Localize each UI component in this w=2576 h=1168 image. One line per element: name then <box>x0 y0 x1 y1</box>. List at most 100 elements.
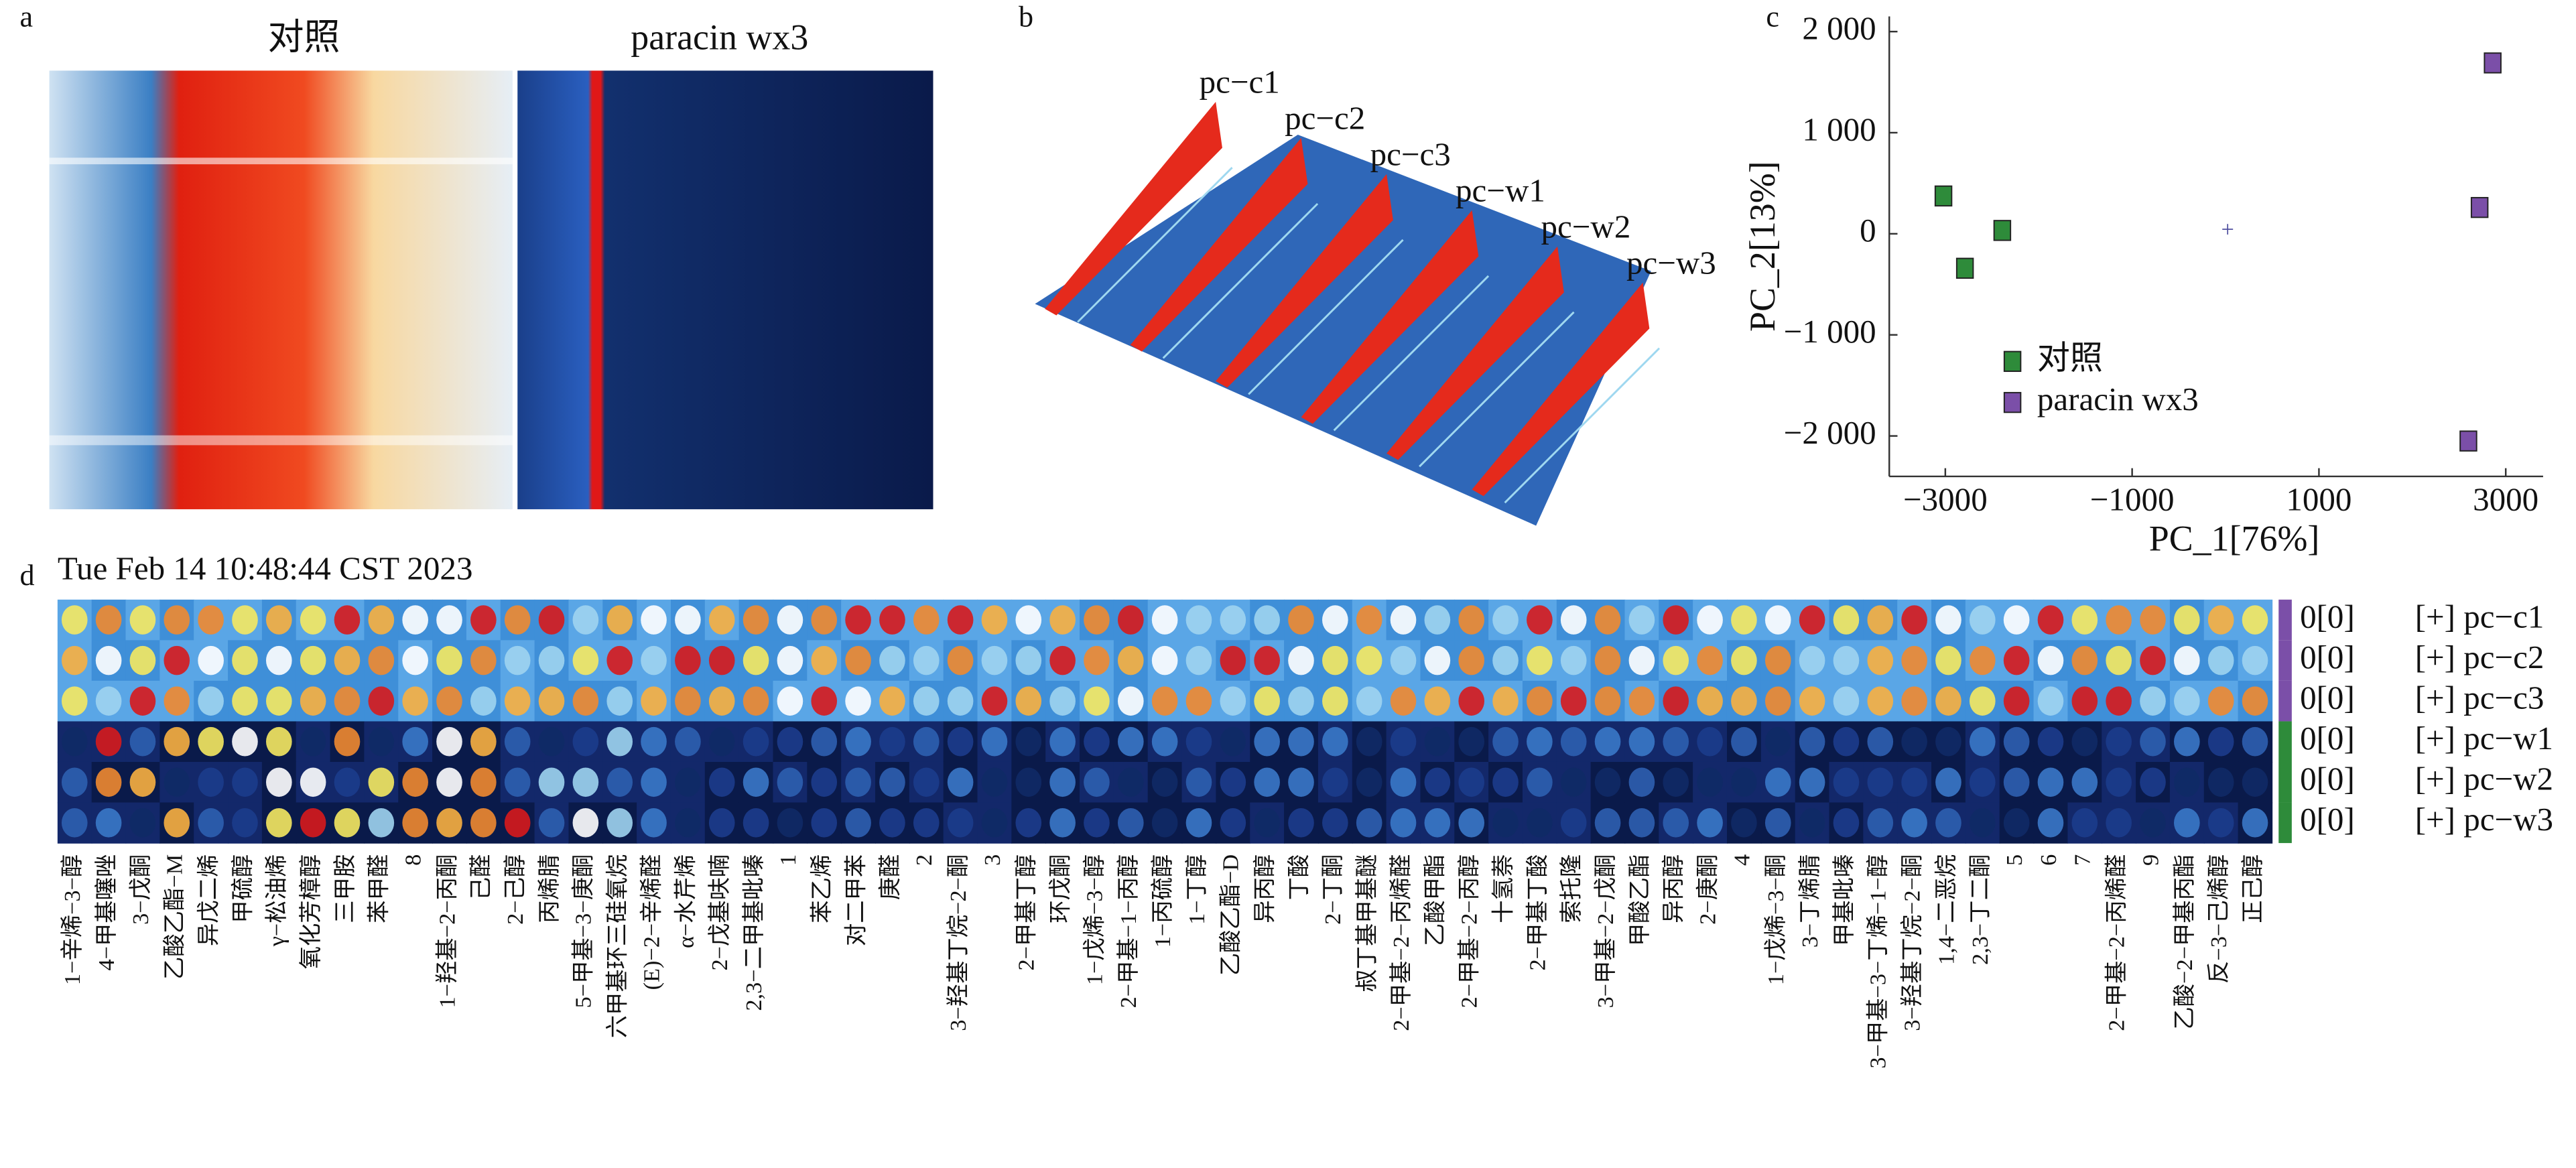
heatmap-spot <box>675 726 701 757</box>
compound-label: 索托隆 <box>1559 854 1584 923</box>
compound-label: 2−甲基−2−丙烯醛 <box>2104 854 2130 1031</box>
heatmap-spot <box>2106 605 2132 635</box>
heatmap-spot <box>1594 645 1621 675</box>
heatmap-spot <box>1560 726 1587 757</box>
heatmap-spot <box>1867 808 1894 838</box>
heatmap-spot <box>1901 767 1927 797</box>
heatmap-spot <box>1697 686 1723 716</box>
heatmap-spot <box>265 767 292 797</box>
heatmap-spot <box>1799 645 1825 675</box>
heatmap-spot <box>1084 808 1110 838</box>
compound-label: 苯乙烯 <box>810 854 835 923</box>
heatmap-spot <box>1935 686 1961 716</box>
heatmap-spot <box>265 645 292 675</box>
heatmap-spot <box>368 767 395 797</box>
point <box>1955 257 1974 279</box>
heatmap-spot <box>1764 605 1791 635</box>
heatmap-spot <box>1799 808 1825 838</box>
heatmap-spot <box>913 686 940 716</box>
heatmap-spot <box>913 767 940 797</box>
ridge <box>1045 101 1222 316</box>
heatmap-spot <box>538 808 565 838</box>
row-count: 0[0] <box>2300 679 2355 716</box>
heatmap-spot <box>1697 808 1723 838</box>
heatmap-spot <box>2140 605 2166 635</box>
heatmap-spot <box>1356 686 1382 716</box>
heatmap-spot <box>1288 645 1314 675</box>
heatmap-spot <box>164 767 190 797</box>
ridge <box>1387 246 1564 460</box>
compound-label: (E)−2−辛烯醛 <box>639 854 664 990</box>
heatmap-spot <box>164 726 190 757</box>
row-name: [+] pc−w2 <box>2415 761 2553 797</box>
heatmap-spot <box>1764 645 1791 675</box>
heatmap-spot <box>2037 808 2064 838</box>
row-count: 0[0] <box>2300 720 2355 757</box>
heatmap-spot <box>1220 686 1246 716</box>
heatmap-spot <box>1492 645 1519 675</box>
heatmap-spot <box>2242 726 2268 757</box>
heatmap-spot <box>95 726 122 757</box>
origin-cross: + <box>2221 217 2234 243</box>
ridge-trace <box>1504 347 1661 504</box>
heatmap-spot <box>675 767 701 797</box>
heatmap-spot <box>1867 726 1894 757</box>
panel-letter: d <box>19 559 34 592</box>
heatmap-spot <box>164 808 190 838</box>
heatmap-spot <box>1424 726 1451 757</box>
heatmap-spot <box>334 808 361 838</box>
heatmap-spot <box>1117 645 1144 675</box>
heatmap-spot <box>811 686 838 716</box>
y-tick-label: −2 000 <box>1784 414 1876 451</box>
heatmap-spot <box>402 645 428 675</box>
heatmap-spot <box>300 686 326 716</box>
heatmap-spot <box>1697 645 1723 675</box>
heatmap-spot <box>265 605 292 635</box>
heatmap-spot <box>1492 605 1519 635</box>
heatmap-spot <box>708 686 735 716</box>
compound-label: 4 <box>1729 854 1754 866</box>
heatmap-spot <box>1322 726 1348 757</box>
compound-label: 异丙醇 <box>1661 854 1687 923</box>
compound-label: 2−甲基丁醇 <box>1014 854 1039 971</box>
heatmap-spot <box>1084 605 1110 635</box>
heatmap-spot <box>1220 726 1246 757</box>
heatmap-spot <box>811 726 838 757</box>
heatmap-spot <box>402 726 428 757</box>
heatmap-spot <box>1254 605 1280 635</box>
heatmap-spot <box>95 645 122 675</box>
heatmap-spot <box>845 645 871 675</box>
compound-label: 1−戊烯−3−酮 <box>1763 854 1789 985</box>
heatmap-spot <box>743 726 769 757</box>
heatmap-spot <box>265 808 292 838</box>
heatmap-spot <box>2071 808 2098 838</box>
compound-label: 乙酸乙酯−M <box>162 854 188 980</box>
heatmap-spot <box>95 767 122 797</box>
y-axis-title: PC_2[13%] <box>1742 161 1783 332</box>
heatmap-spot <box>743 645 769 675</box>
heatmap-spot <box>1628 605 1655 635</box>
heatmap-spot <box>1049 645 1076 675</box>
heatmap-spot <box>402 686 428 716</box>
heatmap-spot <box>572 605 599 635</box>
heatmap-spot <box>232 808 258 838</box>
heatmap-spot <box>402 605 428 635</box>
heatmap-spot <box>232 767 258 797</box>
heatmap-spot <box>1731 686 1757 716</box>
heatmap-spot <box>1458 808 1485 838</box>
compound-label: 氧化芳樟醇 <box>298 854 324 970</box>
row-name: [+] pc−c2 <box>2415 639 2545 675</box>
heatmap-spot <box>1560 767 1587 797</box>
heatmap-spot <box>1969 605 1996 635</box>
heatmap-spot <box>572 726 599 757</box>
heatmap-spot <box>265 726 292 757</box>
x-axis-title: PC_1[76%] <box>2149 518 2320 558</box>
heatmap-spot <box>777 605 803 635</box>
heatmap-spot <box>334 686 361 716</box>
heatmap-spot <box>1390 605 1417 635</box>
heatmap-spot <box>470 686 497 716</box>
heatmap-spot <box>2106 645 2132 675</box>
heatmap-spot <box>1935 767 1961 797</box>
heatmap-spot <box>879 686 905 716</box>
compound-label: 8 <box>401 854 426 866</box>
